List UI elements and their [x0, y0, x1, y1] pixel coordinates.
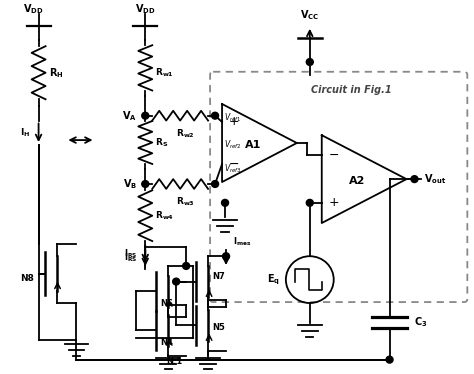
Text: $\mathbf{C_3}$: $\mathbf{C_3}$ — [414, 316, 428, 329]
Text: N6: N6 — [160, 299, 173, 308]
Text: $\mathbf{V_B}$: $\mathbf{V_B}$ — [123, 177, 137, 191]
Text: $\mathbf{R_S}$: $\mathbf{R_S}$ — [155, 136, 168, 149]
Text: $\mathbf{V_{CC}}$: $\mathbf{V_{CC}}$ — [300, 8, 319, 22]
Circle shape — [386, 356, 393, 363]
Circle shape — [211, 112, 219, 119]
Circle shape — [411, 176, 418, 183]
Circle shape — [306, 59, 313, 65]
Circle shape — [221, 199, 228, 206]
Text: N:1: N:1 — [166, 357, 182, 366]
Circle shape — [306, 199, 313, 206]
Text: A1: A1 — [245, 140, 262, 150]
Text: Circuit in Fig.1: Circuit in Fig.1 — [311, 85, 392, 95]
Text: $\mathbf{R_H}$: $\mathbf{R_H}$ — [48, 66, 63, 80]
Text: $\mathbf{V_A}$: $\mathbf{V_A}$ — [122, 109, 137, 123]
Circle shape — [173, 278, 180, 285]
Circle shape — [222, 253, 229, 260]
Text: $\mathbf{R_{w1}}$: $\mathbf{R_{w1}}$ — [155, 67, 174, 79]
Circle shape — [211, 181, 219, 187]
Text: $V_{ref2}$: $V_{ref2}$ — [224, 139, 241, 151]
Text: N4: N4 — [160, 338, 173, 347]
Text: −: − — [328, 149, 339, 162]
Circle shape — [142, 181, 149, 187]
Text: −: − — [229, 157, 239, 171]
Text: N5: N5 — [212, 323, 225, 332]
Text: $\mathbf{R_{w2}}$: $\mathbf{R_{w2}}$ — [176, 128, 194, 140]
Text: $V_{ref3}$: $V_{ref3}$ — [224, 162, 242, 175]
Text: +: + — [228, 116, 239, 128]
Text: $\mathbf{I_{RS}}$: $\mathbf{I_{RS}}$ — [124, 248, 137, 260]
Text: $\mathbf{E_q}$: $\mathbf{E_q}$ — [267, 272, 280, 287]
Text: $\mathbf{V_{out}}$: $\mathbf{V_{out}}$ — [424, 172, 447, 186]
Text: A2: A2 — [349, 176, 365, 186]
Text: $\mathbf{V_{DD}}$: $\mathbf{V_{DD}}$ — [23, 2, 44, 16]
Text: $\mathbf{I_{RS}}$: $\mathbf{I_{RS}}$ — [124, 252, 137, 264]
Text: N8: N8 — [20, 274, 34, 283]
Text: $\mathbf{R_{w4}}$: $\mathbf{R_{w4}}$ — [155, 209, 174, 222]
Text: N7: N7 — [212, 272, 225, 281]
Text: +: + — [328, 196, 339, 209]
Text: $V_{ref1}$: $V_{ref1}$ — [224, 111, 241, 124]
Text: $\mathbf{I_{mes}}$: $\mathbf{I_{mes}}$ — [233, 236, 252, 248]
Circle shape — [142, 112, 149, 119]
Text: $\mathbf{I_H}$: $\mathbf{I_H}$ — [20, 126, 31, 139]
Circle shape — [182, 263, 190, 269]
Text: $\mathbf{V_{DD}}$: $\mathbf{V_{DD}}$ — [135, 2, 155, 16]
Text: $\mathbf{R_{w3}}$: $\mathbf{R_{w3}}$ — [176, 196, 194, 208]
